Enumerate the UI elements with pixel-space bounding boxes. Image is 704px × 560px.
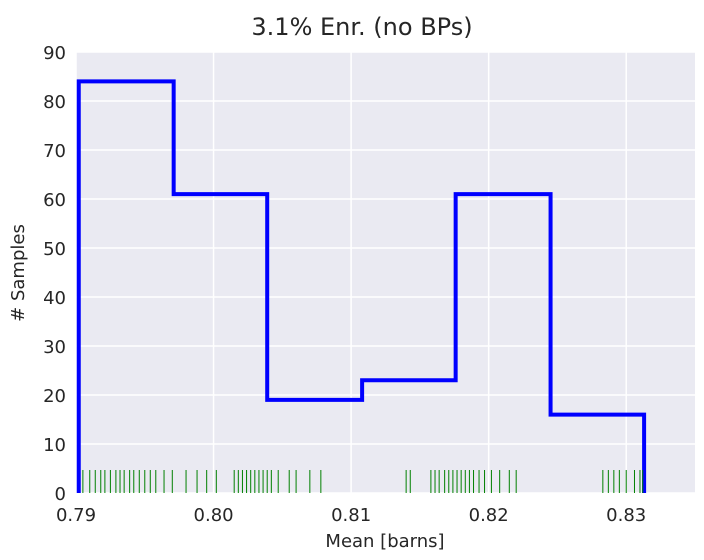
chart-title: 3.1% Enr. (no BPs): [251, 13, 472, 41]
y-tick-label: 40: [43, 288, 66, 309]
histogram: [76, 79, 647, 493]
x-tick-label: 0.81: [331, 505, 371, 526]
y-tick-label: 30: [43, 337, 66, 358]
x-tick-label: 0.79: [56, 505, 96, 526]
y-tick-label: 0: [55, 484, 66, 505]
y-tick-label: 60: [43, 190, 66, 211]
x-tick-label: 0.80: [194, 505, 234, 526]
x-tick-label: 0.83: [606, 505, 646, 526]
plot-area: [76, 52, 695, 493]
y-axis-ticks: 0 10 20 30 40 50 60 70 80 90: [43, 43, 66, 505]
y-axis-label: # Samples: [8, 224, 29, 322]
y-tick-label: 10: [43, 435, 66, 456]
x-axis-label: Mean [barns]: [325, 531, 444, 552]
y-tick-label: 90: [43, 43, 66, 64]
rug-marks: [82, 470, 644, 493]
histogram-step-line: [76, 79, 647, 493]
y-tick-label: 20: [43, 386, 66, 407]
x-axis-ticks: 0.79 0.80 0.81 0.82 0.83: [56, 505, 646, 526]
grid-lines: [75, 51, 695, 494]
y-tick-label: 70: [43, 141, 66, 162]
y-tick-label: 80: [43, 92, 66, 113]
x-tick-label: 0.82: [469, 505, 509, 526]
y-tick-label: 50: [43, 239, 66, 260]
